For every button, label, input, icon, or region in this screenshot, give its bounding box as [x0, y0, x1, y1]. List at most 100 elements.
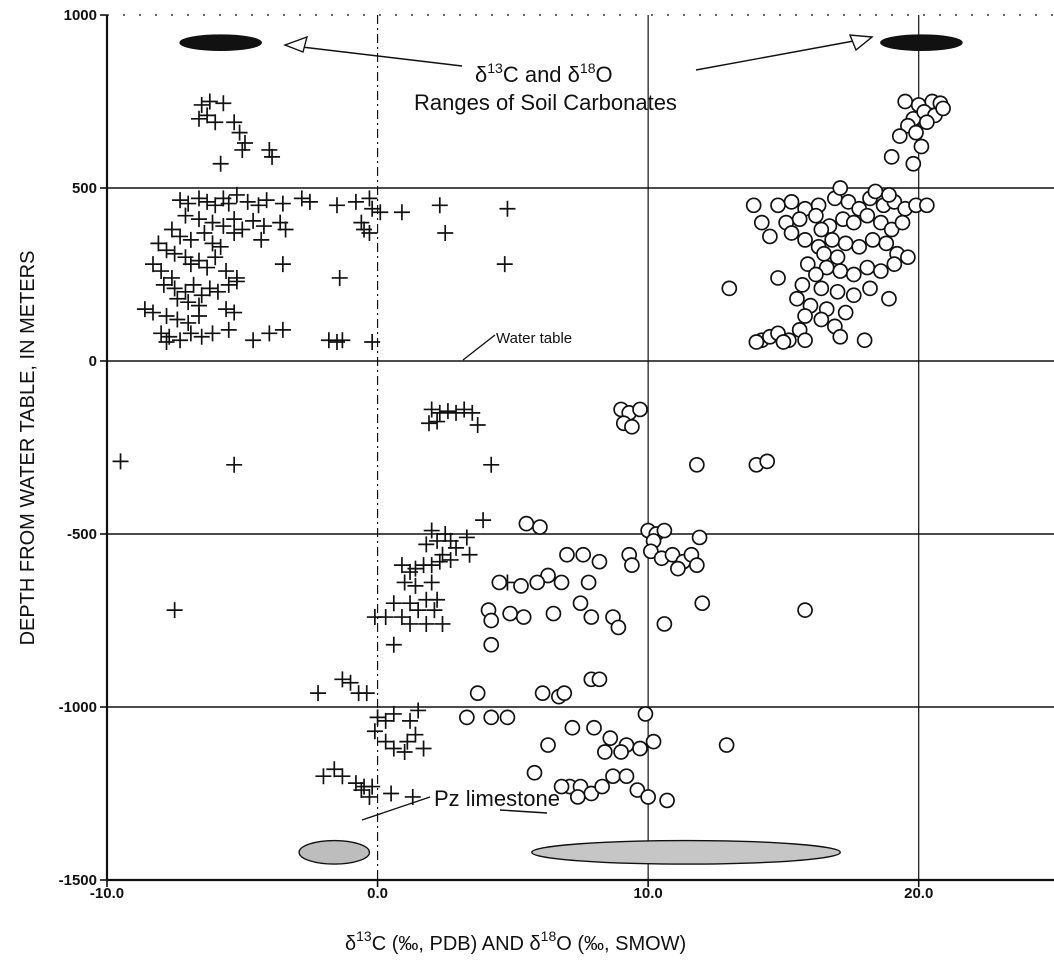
plus-marker [423, 522, 440, 539]
plus-marker [326, 761, 343, 778]
plus-marker [393, 204, 410, 221]
circle-marker [816, 245, 832, 262]
axis-ticks: -1500 -1000 -500 0 500 1000 -10.0 0.0 10.0 20.0 [59, 7, 934, 902]
x-title-delta: δ [345, 933, 356, 955]
plus-marker [434, 615, 451, 632]
circle-marker [483, 636, 500, 653]
circle-marker [540, 567, 556, 584]
plus-marker [361, 224, 378, 241]
plus-marker [236, 135, 253, 152]
circle-marker [759, 453, 776, 470]
plus-marker [469, 417, 486, 434]
circle-marker [534, 685, 551, 702]
plus-marker [226, 224, 243, 241]
circle-marker [762, 228, 778, 245]
plus-marker [228, 186, 245, 203]
plus-marker [366, 609, 383, 626]
plus-marker [207, 114, 224, 131]
circle-marker [688, 557, 705, 573]
plus-marker [190, 110, 207, 127]
plus-marker [163, 269, 180, 286]
x-tick-label: 20.0 [904, 885, 933, 902]
circle-marker [813, 221, 830, 238]
plus-marker [182, 325, 199, 342]
plus-marker [396, 574, 413, 591]
plus-marker [353, 214, 370, 231]
plus-marker [418, 591, 435, 608]
circle-marker [656, 522, 673, 539]
plus-marker [212, 155, 229, 172]
plus-marker [215, 218, 232, 235]
plus-marker [150, 235, 167, 252]
circle-marker [670, 560, 686, 577]
plus-marker [204, 214, 221, 231]
plus-marker [334, 671, 351, 688]
plus-marker [177, 283, 194, 300]
plus-marker [407, 726, 424, 743]
circle-marker [459, 709, 475, 726]
water-table-label: Water table [496, 330, 572, 347]
circle-marker [613, 744, 629, 760]
plus-marker [182, 256, 199, 273]
y-axis-title: DEPTH FROM WATER TABLE, IN METERS [17, 251, 39, 646]
circle-marker [791, 211, 808, 227]
soil-carbonate-c-ellipse [179, 34, 262, 51]
circle-marker [691, 529, 708, 546]
circle-marker [813, 280, 830, 297]
circle-marker [659, 792, 675, 809]
circle-marker [572, 595, 589, 612]
plus-marker [274, 321, 291, 338]
o-symbol: O [595, 62, 612, 87]
plus-marker [261, 141, 278, 158]
plus-marker [169, 311, 186, 328]
plus-marker [228, 273, 245, 290]
circle-marker [840, 193, 857, 210]
plus-marker [439, 403, 456, 420]
plus-marker [207, 249, 224, 266]
plus-marker [361, 788, 378, 805]
data-marks [112, 93, 951, 809]
plus-marker [301, 193, 318, 210]
c13-superscript: 13 [487, 60, 503, 76]
plus-marker [364, 778, 381, 795]
circle-marker [770, 270, 786, 286]
circle-marker [918, 114, 935, 131]
plus-marker [180, 314, 197, 331]
circle-marker [632, 740, 648, 757]
pz-leader-right [499, 809, 548, 814]
circle-marker [502, 605, 519, 622]
circle-marker [559, 546, 575, 563]
plus-marker [250, 197, 267, 214]
plus-marker [402, 712, 419, 729]
plus-marker [402, 595, 419, 612]
plus-marker [423, 401, 440, 418]
plus-marker [418, 536, 435, 553]
plus-marker [193, 96, 210, 113]
plus-marker [418, 615, 435, 632]
plus-marker [499, 200, 516, 217]
annotation-arrows [283, 34, 874, 821]
circle-marker [499, 709, 516, 726]
plus-marker [461, 546, 478, 563]
pz-leader-left [361, 796, 431, 821]
plus-marker [415, 740, 432, 757]
soil-arrow-left [284, 44, 463, 67]
circle-marker [824, 232, 840, 248]
circle-marker [864, 232, 881, 248]
circle-marker [829, 249, 846, 266]
plus-marker [261, 325, 278, 342]
circle-marker [913, 138, 930, 155]
soil-carbonate-label-line1: δ13C and δ18O [475, 60, 613, 87]
circle-marker [569, 789, 586, 805]
circle-marker [775, 334, 792, 350]
plus-marker [201, 280, 218, 297]
circle-marker [862, 280, 878, 297]
circle-marker [624, 557, 640, 573]
circle-marker [797, 602, 813, 618]
circle-marker [859, 207, 876, 224]
plus-marker [328, 197, 345, 214]
plus-marker [180, 195, 197, 212]
plus-marker [231, 124, 248, 141]
plus-marker [158, 333, 175, 350]
